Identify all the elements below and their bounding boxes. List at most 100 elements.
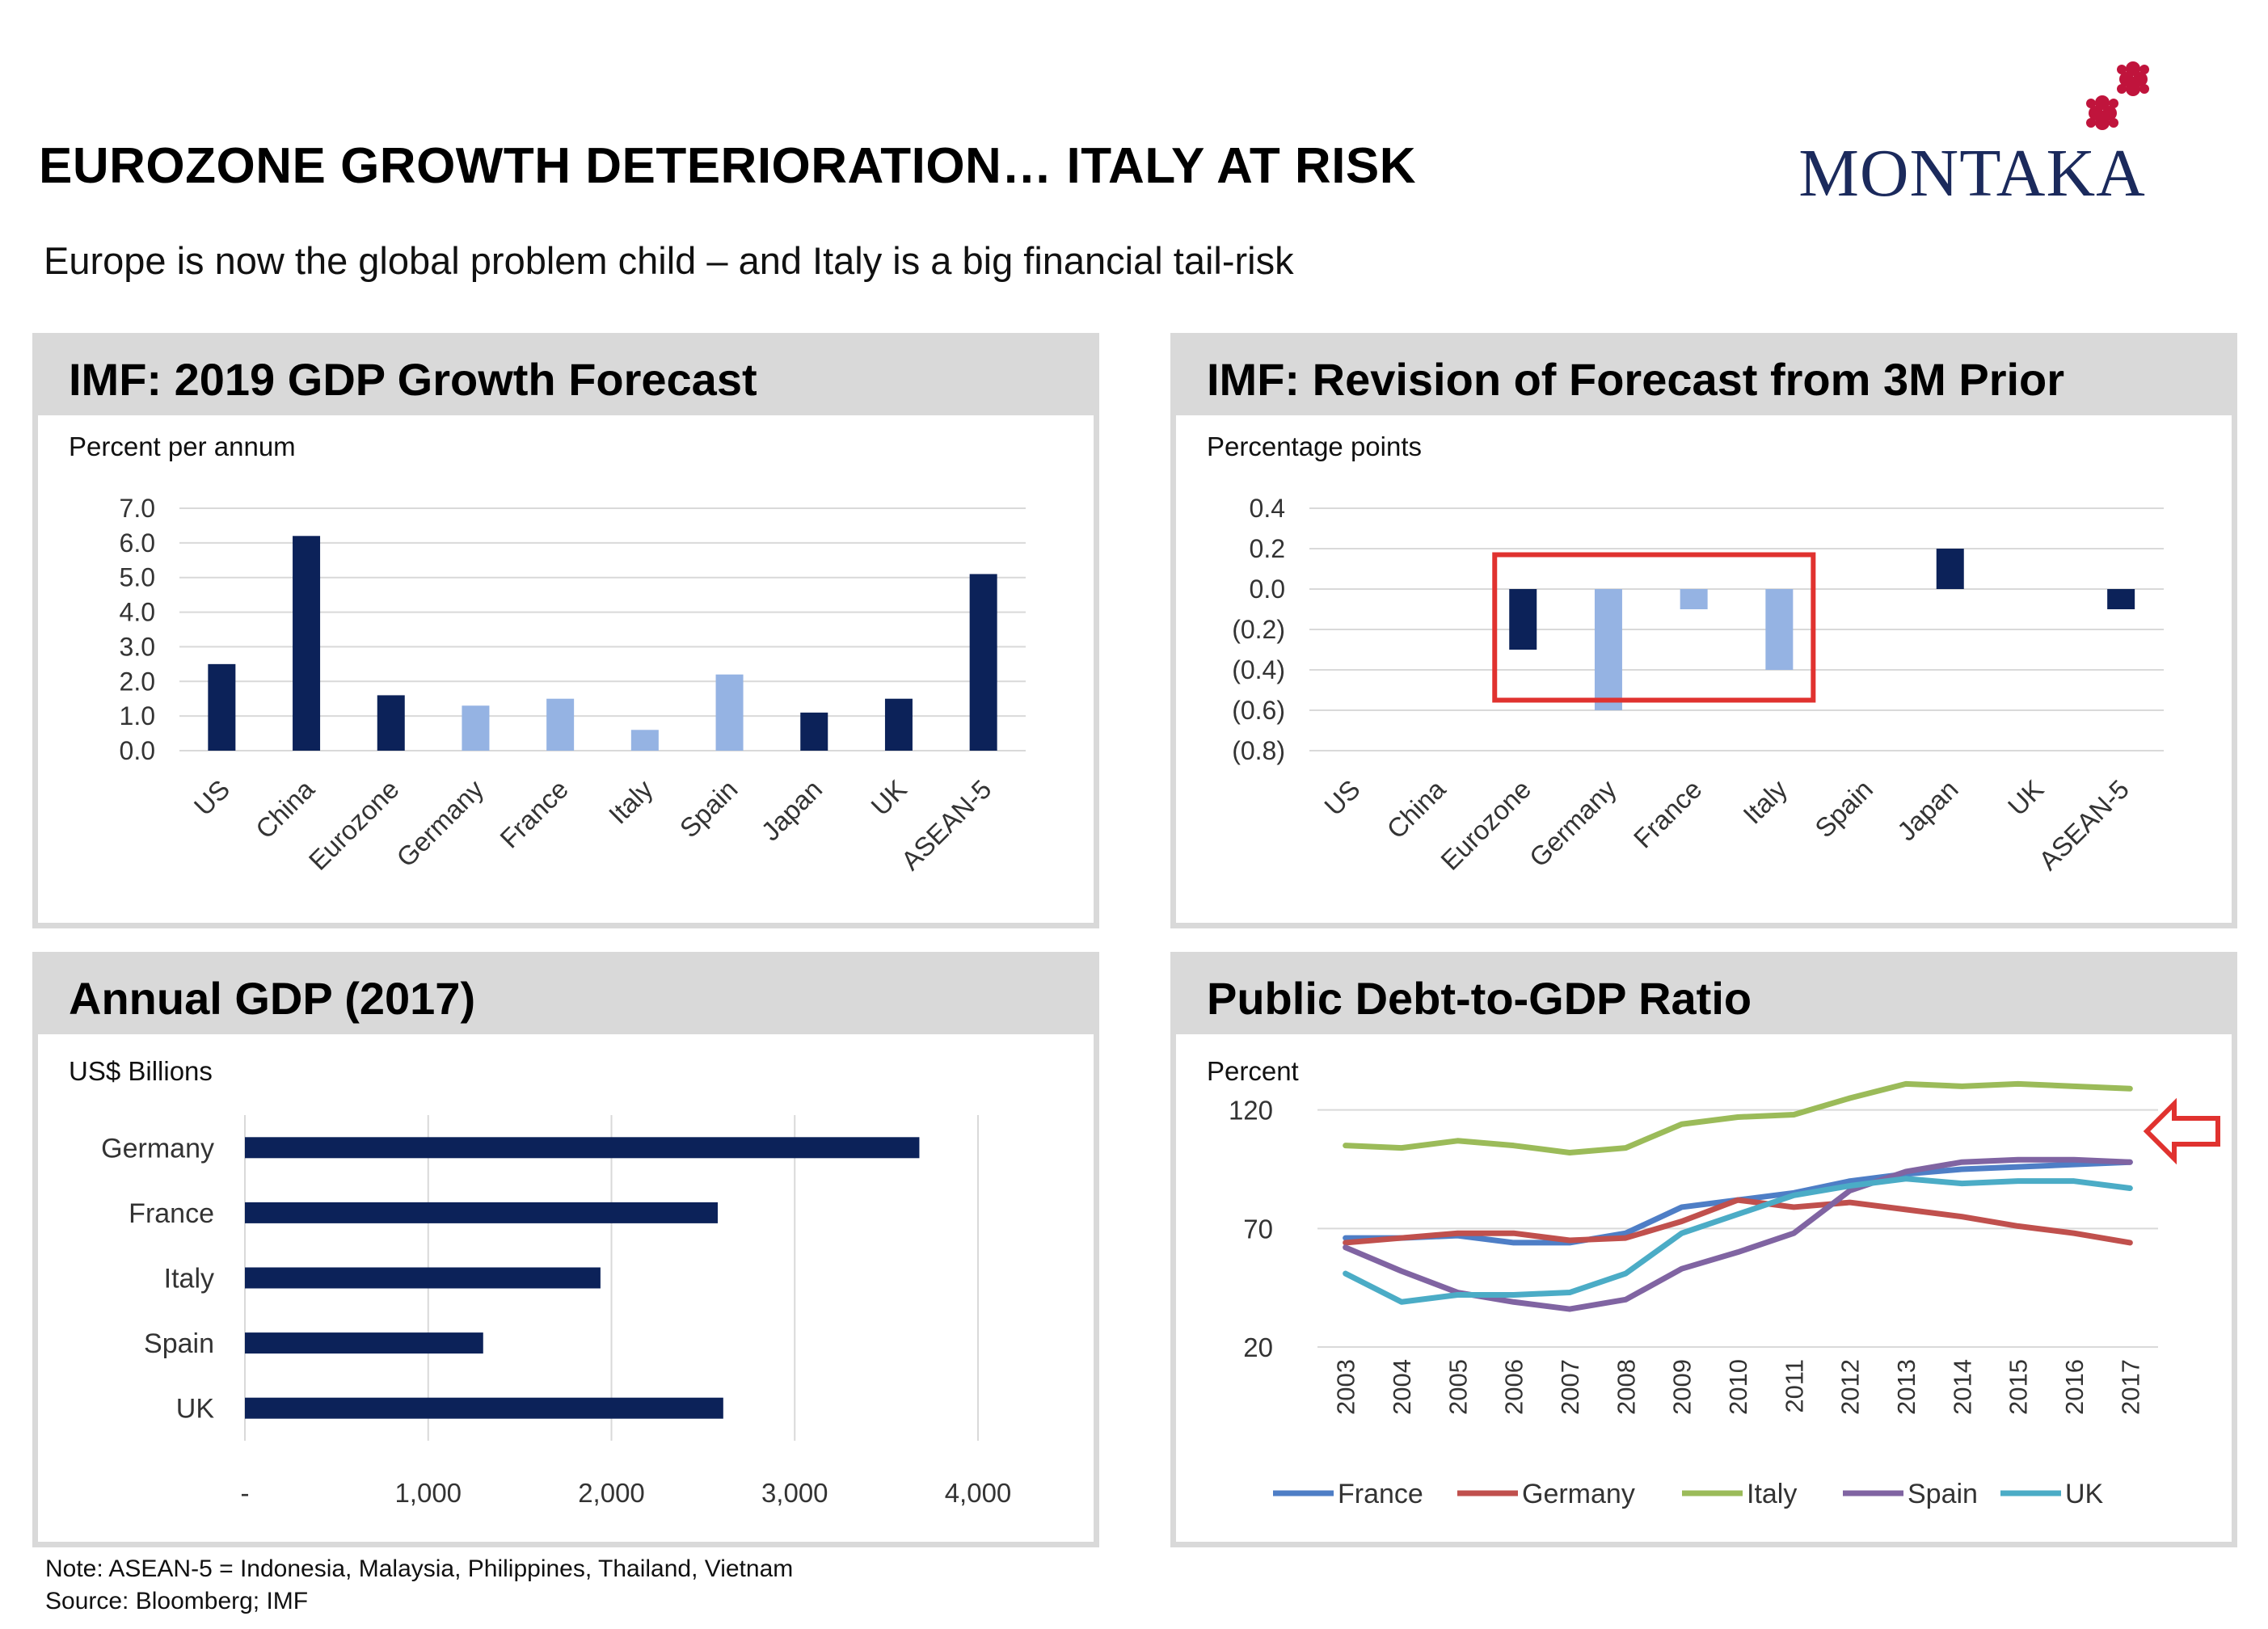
bar-germany — [462, 705, 490, 751]
logo-text: MONTAKA — [1798, 136, 2146, 210]
x-tick-label: US — [1318, 774, 1366, 822]
bar-uk — [245, 1397, 723, 1419]
x-tick-label: US — [188, 774, 236, 822]
x-tick-label: 2,000 — [578, 1478, 645, 1508]
bar-italy — [1765, 589, 1794, 670]
y-tick-label: France — [129, 1198, 214, 1229]
x-tick-label: Spain — [674, 774, 744, 844]
x-tick-label: 1,000 — [394, 1478, 462, 1508]
panel-header — [38, 958, 1094, 1034]
x-tick-label: Italy — [603, 773, 659, 829]
x-tick-label: Italy — [1737, 773, 1793, 829]
y-tick-label: 5.0 — [120, 563, 155, 592]
x-tick-label: 2007 — [1556, 1359, 1584, 1415]
bar-italy — [245, 1267, 601, 1289]
bar-asean-5 — [969, 574, 997, 751]
y-tick-label: 20 — [1243, 1332, 1273, 1362]
footnote-source: Source: Bloomberg; IMF — [45, 1588, 309, 1614]
footnote-note: Note: ASEAN-5 = Indonesia, Malaysia, Phi… — [45, 1555, 794, 1582]
y-tick-label: 0.4 — [1250, 494, 1285, 523]
panel-debt-to-gdp: Public Debt-to-GDP Ratio Percent 20 70 120… — [1170, 952, 2237, 1547]
y-tick-label: 1.0 — [120, 701, 155, 730]
x-tick-label: Eurozone — [1435, 774, 1537, 876]
bar-eurozone — [1509, 589, 1537, 650]
series-line-uk — [1343, 1176, 2133, 1305]
y-tick-label: Spain — [144, 1328, 214, 1359]
y-tick-label: (0.8) — [1232, 736, 1285, 765]
x-tick-label: China — [250, 773, 321, 844]
x-tick-label: UK — [865, 774, 913, 822]
debt-to-gdp-chart: 20 70 120 2003 2004 2005 2006 2007 2008 2009 2010 2… — [1229, 1080, 2158, 1509]
bar-spain — [715, 674, 744, 751]
x-tick-label: 2005 — [1444, 1359, 1472, 1415]
y-tick-label: 120 — [1229, 1096, 1273, 1126]
bar-japan — [800, 712, 828, 751]
panel-header — [1176, 958, 2232, 1034]
x-tick-label: 2017 — [2116, 1359, 2144, 1415]
bar-france — [245, 1202, 719, 1223]
logo-emblem-icon — [2086, 61, 2149, 130]
x-tick-label: 2012 — [1836, 1359, 1865, 1415]
legend-label: Germany — [1522, 1479, 1635, 1509]
x-tick-label: 2009 — [1668, 1359, 1697, 1415]
x-tick-label: Eurozone — [303, 774, 405, 876]
x-tick-label: 2003 — [1332, 1359, 1360, 1415]
x-tick-label: 2011 — [1780, 1359, 1808, 1413]
y-tick-label: 6.0 — [120, 528, 155, 558]
x-tick-label: Germany — [1524, 773, 1622, 872]
bar-us — [208, 663, 236, 751]
bar-asean-5 — [2107, 589, 2135, 609]
x-tick-label: 2004 — [1388, 1359, 1416, 1415]
bar-eurozone — [377, 695, 405, 751]
bar-italy — [630, 730, 659, 751]
x-tick-label: France — [494, 774, 574, 854]
forecast-revision-chart: 0.4 0.2 0.0 (0.2) (0.4) (0.6) (0.8) US ChinaEuro… — [1232, 494, 2164, 876]
axis-unit-label: Percent per annum — [69, 431, 296, 461]
legend-label: Spain — [1908, 1479, 1978, 1509]
panel-title: Annual GDP (2017) — [69, 973, 476, 1024]
x-tick-label: UK — [2002, 774, 2050, 822]
bar-germany — [245, 1137, 920, 1159]
bar-china — [293, 536, 321, 751]
annual-gdp-chart: - 1,000 2,000 3,000 4,000 Germany France Italy S… — [101, 1115, 1011, 1508]
highlight-arrow-icon — [2143, 1097, 2220, 1165]
highlight-box — [1492, 552, 1816, 703]
x-tick-label: China — [1381, 773, 1452, 844]
bar-spain — [245, 1332, 483, 1354]
panel-title: Public Debt-to-GDP Ratio — [1207, 973, 1752, 1024]
axis-unit-label: Percentage points — [1207, 431, 1423, 461]
montaka-logo: MONTAKA — [1798, 61, 2149, 210]
bar-france — [1680, 589, 1708, 609]
y-tick-label: 0.2 — [1250, 534, 1285, 563]
y-tick-label: 70 — [1243, 1214, 1273, 1244]
page-subtitle: Europe is now the global problem child –… — [44, 239, 1294, 282]
bar-japan — [1936, 549, 1964, 589]
y-tick-label: (0.6) — [1232, 696, 1285, 725]
x-tick-label: ASEAN-5 — [2033, 774, 2135, 876]
panel-header — [38, 339, 1094, 415]
y-tick-label: 3.0 — [120, 632, 155, 661]
panel-forecast-revision: IMF: Revision of Forecast from 3M Prior … — [1170, 333, 2237, 928]
legend-label: Italy — [1747, 1479, 1797, 1509]
x-tick-label: ASEAN-5 — [896, 774, 997, 876]
x-tick-label: 2013 — [1892, 1359, 1920, 1415]
bar-france — [546, 698, 575, 751]
panel-gdp-growth: IMF: 2019 GDP Growth Forecast Percent pe… — [32, 333, 1099, 928]
y-tick-label: 2.0 — [120, 667, 155, 696]
y-tick-label: 4.0 — [120, 598, 155, 627]
y-tick-label: Italy — [164, 1264, 214, 1294]
x-tick-label: France — [1628, 774, 1708, 854]
series-line-italy — [1343, 1080, 2133, 1155]
y-tick-label: UK — [176, 1394, 215, 1425]
bar-germany — [1594, 589, 1622, 710]
panel-title: IMF: Revision of Forecast from 3M Prior — [1207, 354, 2065, 405]
x-tick-label: Germany — [390, 773, 489, 872]
panel-title: IMF: 2019 GDP Growth Forecast — [69, 354, 757, 405]
axis-unit-label: US$ Billions — [69, 1056, 213, 1086]
y-tick-label: 7.0 — [120, 494, 155, 523]
series-line-germany — [1343, 1197, 2133, 1246]
y-tick-label: 0.0 — [1250, 575, 1285, 604]
y-tick-label: (0.4) — [1232, 655, 1285, 684]
x-tick-label: Japan — [755, 774, 828, 847]
x-tick-label: 2006 — [1500, 1359, 1528, 1415]
